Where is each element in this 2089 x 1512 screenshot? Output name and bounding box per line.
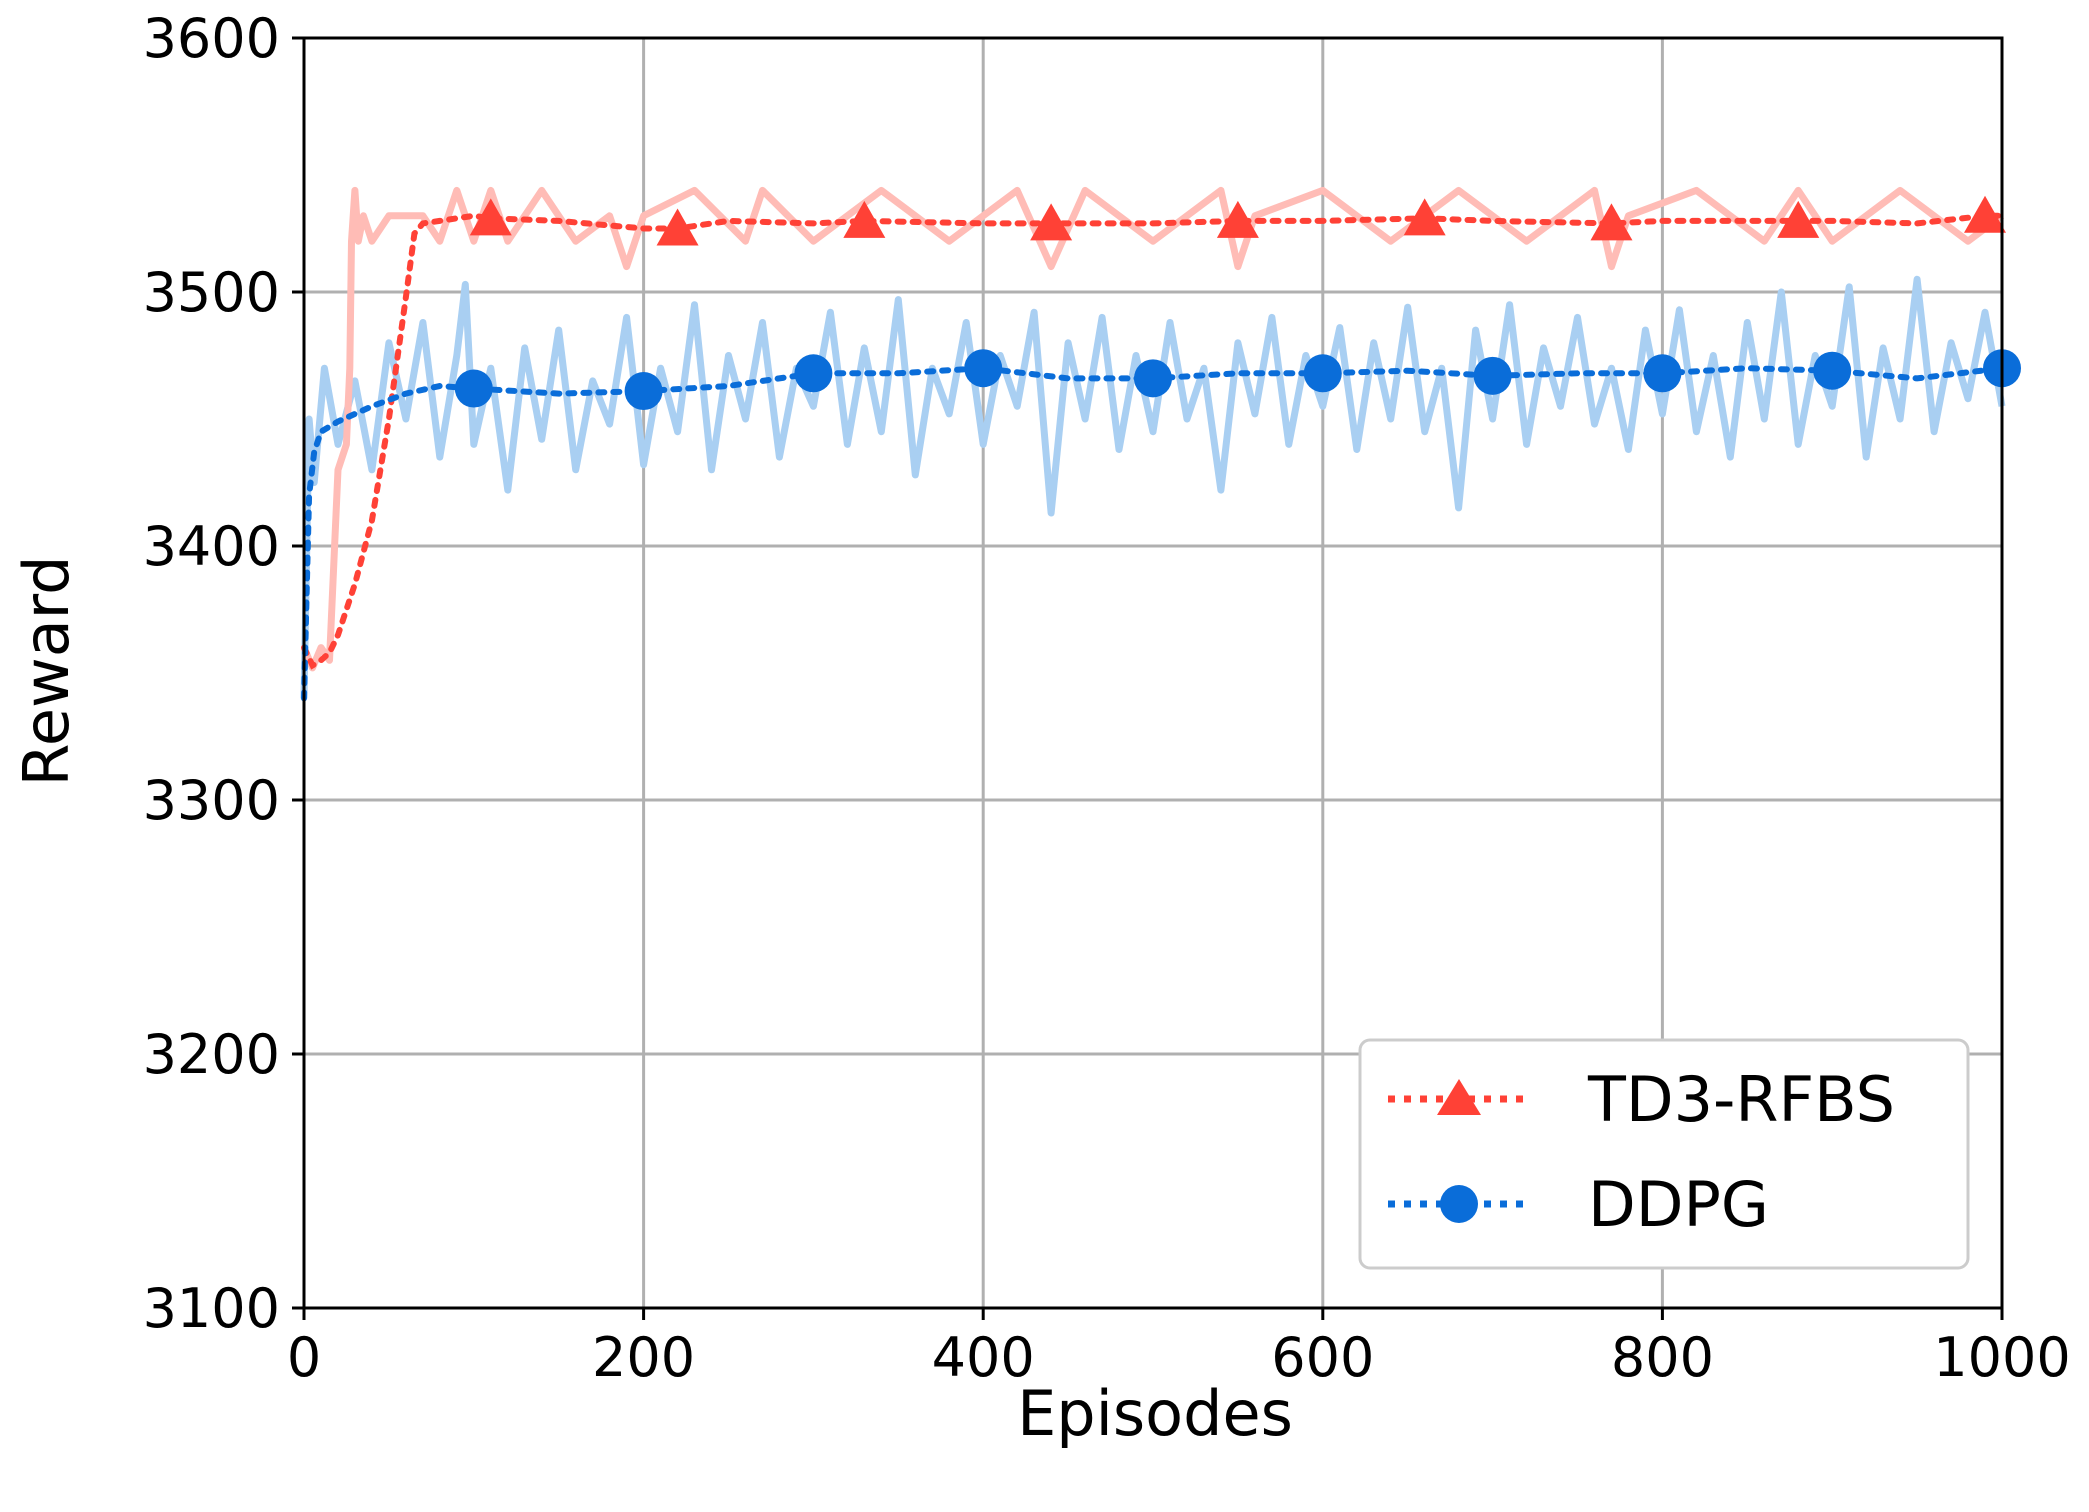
legend-label-ddpg: DDPG <box>1588 1168 1769 1241</box>
legend-box <box>1358 1038 1970 1270</box>
x-tick-label: 200 <box>592 1326 695 1389</box>
marker-ddpg <box>454 369 493 408</box>
y-tick-label: 3500 <box>143 261 280 324</box>
marker-ddpg <box>1303 354 1342 393</box>
y-axis-label: Reward <box>10 556 83 787</box>
y-tick-label: 3400 <box>143 515 280 578</box>
y-tick-label: 3200 <box>143 1023 280 1086</box>
marker-ddpg <box>1473 356 1512 395</box>
grid-lines <box>302 36 2004 1310</box>
legend-marker-ddpg <box>1440 1185 1478 1223</box>
x-tick-label: 400 <box>932 1326 1035 1389</box>
x-tick-label: 800 <box>1611 1326 1714 1389</box>
legend-marker-td3 <box>1437 1079 1481 1115</box>
marker-ddpg <box>1813 351 1852 390</box>
x-axis-label: Episodes <box>1017 1377 1293 1450</box>
marker-ddpg <box>794 354 833 393</box>
marker-td3 <box>1030 203 1073 241</box>
y-tick-label: 3100 <box>143 1277 280 1340</box>
marker-ddpg <box>1134 359 1172 398</box>
axis-ticks: 0 200 400 600 800 1000 3100 3200 3300 3400 3500 360… <box>143 7 2071 1389</box>
marker-td3 <box>1777 200 1820 238</box>
marker-layer <box>454 195 2021 411</box>
marker-td3 <box>469 198 512 236</box>
marker-td3 <box>1590 203 1633 241</box>
y-tick-label: 3300 <box>143 769 280 832</box>
marker-ddpg <box>624 372 663 411</box>
plot-frame <box>302 36 2004 1310</box>
y-tick-label: 3600 <box>143 7 280 70</box>
x-tick-label: 1000 <box>1933 1326 2070 1389</box>
marker-td3 <box>1216 200 1259 238</box>
marker-ddpg <box>1643 354 1682 393</box>
marker-td3 <box>843 200 886 238</box>
marker-ddpg <box>964 349 1003 388</box>
smoothed-line-ddpg <box>301 365 2005 702</box>
legend: TD3-RFBS DDPG <box>1358 1038 1970 1270</box>
marker-td3 <box>656 208 699 246</box>
legend-label-td3: TD3-RFBS <box>1587 1063 1895 1136</box>
x-tick-label: 0 <box>287 1326 321 1389</box>
x-tick-label: 600 <box>1271 1326 1374 1389</box>
marker-td3 <box>1964 195 2007 233</box>
marker-td3 <box>1403 198 1446 236</box>
